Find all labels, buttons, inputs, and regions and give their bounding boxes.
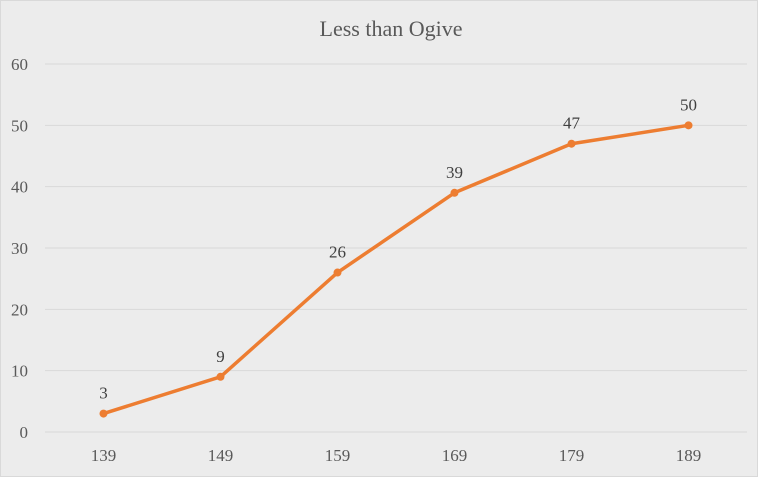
data-label: 47 <box>563 114 581 133</box>
x-tick-label: 159 <box>325 446 351 465</box>
chart-title: Less than Ogive <box>320 16 463 41</box>
x-tick-label: 149 <box>208 446 234 465</box>
y-tick-label: 30 <box>11 239 28 258</box>
data-point <box>567 139 576 148</box>
gridlines <box>45 63 747 433</box>
data-label: 39 <box>446 163 463 182</box>
data-label: 3 <box>99 384 108 403</box>
y-tick-label: 40 <box>11 178 28 197</box>
data-point <box>450 188 459 197</box>
y-tick-label: 10 <box>11 362 28 381</box>
y-tick-label: 20 <box>11 300 28 319</box>
series <box>99 121 693 418</box>
data-point <box>684 121 693 130</box>
data-point <box>99 409 108 418</box>
data-point <box>216 372 225 381</box>
x-tick-label: 189 <box>676 446 702 465</box>
x-tick-label: 179 <box>559 446 585 465</box>
data-label: 26 <box>329 243 346 262</box>
x-tick-label: 169 <box>442 446 468 465</box>
series-line <box>101 123 691 416</box>
y-tick-label: 50 <box>11 116 28 135</box>
data-label: 9 <box>216 347 225 366</box>
data-point <box>333 268 342 277</box>
data-label: 50 <box>680 95 697 114</box>
x-tick-label: 139 <box>91 446 117 465</box>
y-tick-label: 60 <box>11 55 28 74</box>
x-axis-tick-labels: 139 149 159 169 179 189 <box>91 446 702 465</box>
y-axis-tick-labels: 0 10 20 30 40 50 60 <box>11 55 28 442</box>
y-tick-label: 0 <box>20 423 29 442</box>
